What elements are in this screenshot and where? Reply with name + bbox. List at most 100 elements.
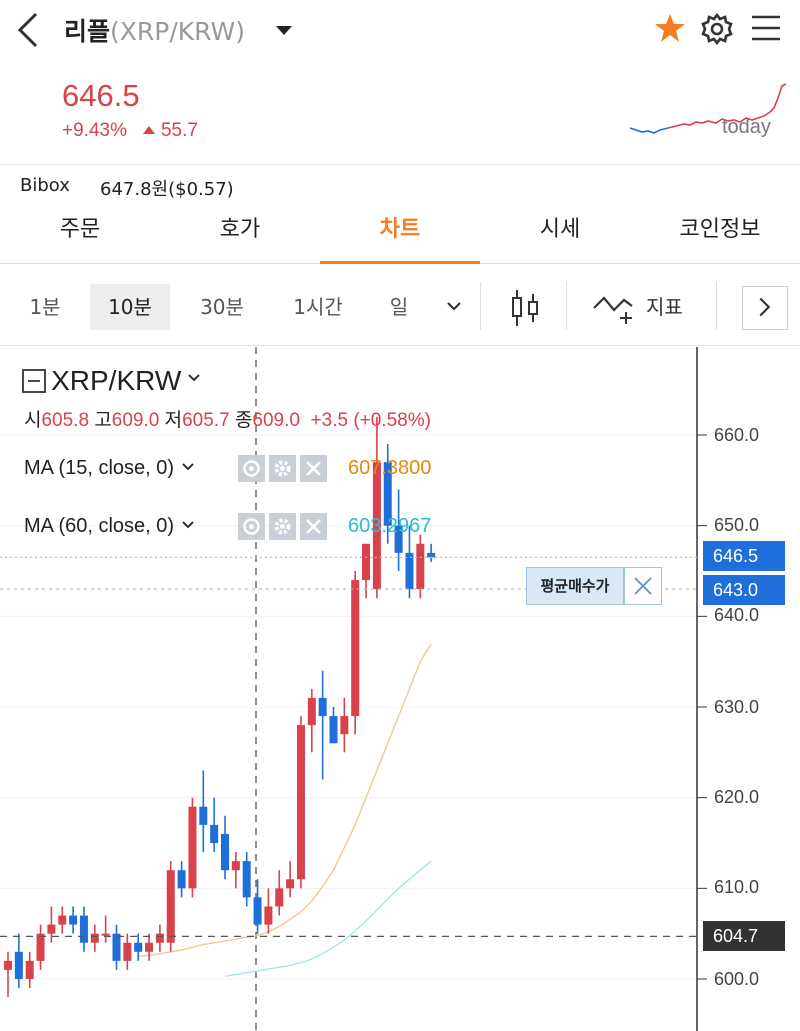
ma15-remove-close-icon[interactable] — [300, 455, 327, 482]
interval-1h[interactable]: 1시간 — [293, 295, 343, 319]
toolbar-next-button[interactable] — [742, 286, 788, 330]
avg-buy-close-button[interactable] — [624, 567, 662, 605]
coin-dropdown-icon[interactable] — [276, 26, 292, 35]
candle-body — [79, 915, 88, 943]
symbol-chevron-down-icon[interactable] — [186, 370, 202, 386]
main-tabs: 주문 호가 차트 시세 코인정보 — [0, 204, 800, 264]
y-tick-label: 620.0 — [714, 787, 760, 807]
candle-body — [47, 924, 56, 934]
mini-price-chart — [629, 83, 787, 134]
collapse-minus-icon[interactable] — [22, 369, 46, 393]
candle-body — [123, 942, 132, 961]
interval-10m[interactable]: 10분 — [90, 284, 170, 330]
ohlc-change: +3.5 (+0.58%) — [310, 410, 431, 431]
candle-body — [69, 915, 78, 925]
candle-body — [36, 933, 45, 961]
ma15-settings-gear-icon[interactable] — [269, 455, 296, 482]
interval-1m[interactable]: 1분 — [29, 295, 61, 319]
candle-body — [188, 806, 197, 889]
y-tick-label: 630.0 — [714, 697, 760, 717]
candlestick-type-icon[interactable] — [508, 288, 542, 328]
candle-body — [221, 833, 229, 871]
y-tick-label: 610.0 — [714, 877, 760, 897]
mini-chart-label: today — [722, 116, 771, 138]
avg-price-tag: 643.0 — [703, 575, 785, 605]
indicator-icon[interactable] — [592, 290, 640, 326]
chart-symbol[interactable]: XRP/KRW — [51, 365, 182, 396]
tab-orderbook[interactable]: 호가 — [219, 217, 261, 242]
candle-body — [166, 870, 175, 943]
interval-day[interactable]: 일 — [389, 295, 409, 319]
toolbar-divider — [716, 282, 717, 330]
high-value: 609.0 — [111, 410, 160, 431]
candle-body — [177, 870, 186, 889]
tab-coin-info[interactable]: 코인정보 — [679, 217, 761, 242]
ma15-legend[interactable]: MA (15, close, 0) 607.3800 — [24, 455, 431, 482]
indicator-label[interactable]: 지표 — [646, 295, 683, 319]
candle-body — [90, 933, 99, 943]
exchange-name: Bibox — [20, 175, 70, 196]
avg-buy-price-label[interactable]: 평균매수가 — [526, 567, 624, 605]
candle-body — [4, 960, 12, 970]
ma60-value: 603.2967 — [348, 515, 432, 537]
ma15-label: MA (15, close, 0) — [24, 457, 175, 479]
settings-gear-icon[interactable] — [700, 12, 734, 46]
candlestick-chart[interactable] — [0, 347, 800, 1031]
back-arrow-icon[interactable] — [14, 10, 44, 50]
tab-chart[interactable]: 차트 — [379, 217, 421, 242]
active-tab-indicator — [320, 261, 480, 264]
candle-body — [307, 697, 316, 726]
candle-body — [318, 697, 327, 717]
candle-body — [253, 897, 262, 925]
chevron-down-icon[interactable] — [444, 296, 464, 316]
candle-body — [362, 543, 371, 581]
candle-body — [112, 933, 121, 961]
y-tick-label: 640.0 — [714, 605, 760, 625]
candle-body — [416, 543, 425, 590]
candle-body — [329, 716, 338, 744]
ma60-settings-gear-icon[interactable] — [269, 513, 296, 540]
chart-legend: XRP/KRW — [22, 365, 202, 397]
menu-hamburger-icon[interactable] — [750, 14, 782, 42]
candle-body — [351, 580, 360, 717]
price-change: +9.43% 55.7 — [62, 120, 198, 142]
price-chart[interactable]: XRP/KRW 시605.8 고609.0 저605.7 종609.0 +3.5… — [0, 347, 800, 1031]
up-triangle-icon — [142, 126, 155, 134]
candle-body — [372, 462, 381, 590]
candle-body — [199, 806, 208, 825]
ma60-label: MA (60, close, 0) — [24, 515, 175, 537]
chevron-right-icon — [759, 297, 771, 317]
candle-body — [405, 552, 414, 590]
y-tick-label: 600.0 — [714, 969, 760, 989]
candle-body — [286, 879, 295, 889]
ma15-value: 607.3800 — [348, 457, 432, 479]
exchange-price: 647.8원($0.57) — [100, 179, 234, 200]
candle-body — [58, 915, 67, 925]
ma60-chevron-down-icon[interactable] — [180, 518, 196, 532]
ma60-visibility-icon[interactable] — [238, 513, 265, 540]
ma15-line — [138, 643, 432, 957]
y-tick-label: 650.0 — [714, 515, 760, 535]
candle-body — [296, 725, 305, 880]
candle-body — [101, 933, 110, 936]
coin-name: 리플 — [64, 17, 111, 46]
high-label: 고 — [94, 410, 112, 431]
close-label: 종 — [234, 410, 253, 431]
tab-order[interactable]: 주문 — [59, 217, 101, 242]
y-tick-label: 660.0 — [714, 425, 760, 445]
change-percent: +9.43% — [62, 120, 127, 141]
interval-30m[interactable]: 30분 — [200, 295, 244, 319]
toolbar-divider — [566, 282, 567, 330]
open-label: 시 — [24, 410, 42, 431]
chart-toolbar: 1분 10분 30분 1시간 일 지표 — [0, 266, 800, 346]
exchange-row[interactable]: Bibox 647.8원($0.57) — [0, 164, 800, 204]
ma60-remove-close-icon[interactable] — [300, 513, 327, 540]
ma15-chevron-down-icon[interactable] — [180, 460, 196, 474]
ma15-visibility-icon[interactable] — [238, 455, 265, 482]
candle-body — [145, 942, 154, 952]
tab-quotes[interactable]: 시세 — [539, 217, 581, 242]
favorite-star-icon[interactable] — [654, 12, 686, 44]
coin-title[interactable]: 리플(XRP/KRW) — [64, 12, 245, 48]
ma60-legend[interactable]: MA (60, close, 0) 603.2967 — [24, 513, 431, 540]
current-price: 646.5 — [62, 78, 140, 113]
